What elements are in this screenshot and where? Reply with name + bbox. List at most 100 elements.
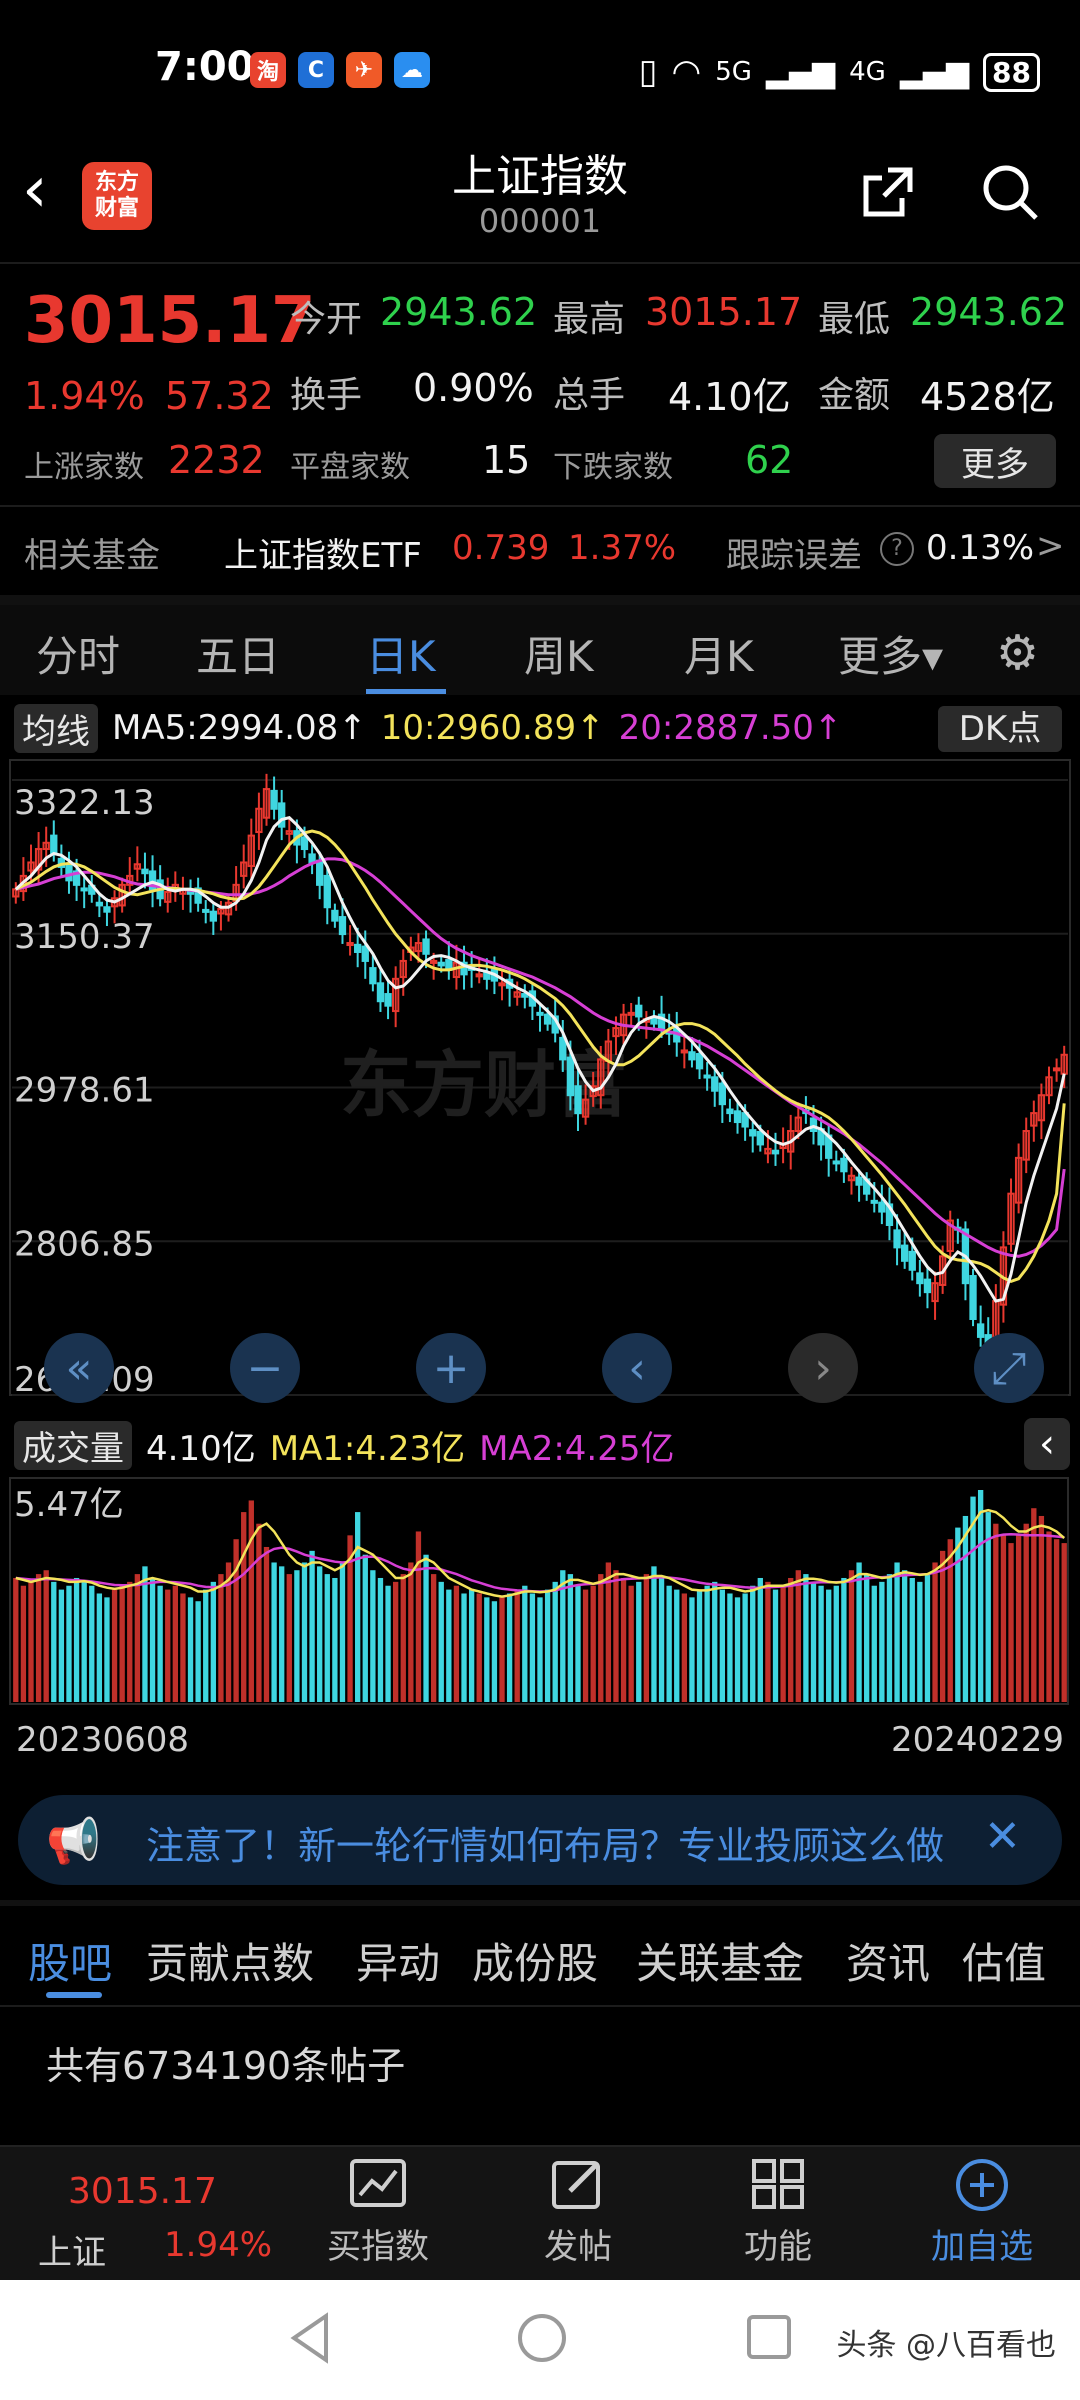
candle <box>917 1273 922 1283</box>
volume-legend: 成交量 4.10亿 MA1:4.23亿 MA2:4.25亿 <box>14 1420 674 1470</box>
fullscreen-icon[interactable]: ⤢ <box>974 1333 1044 1403</box>
tab-movement[interactable]: 异动 <box>356 1930 440 1991</box>
tab-valuation[interactable]: 估值 <box>962 1930 1046 1991</box>
post-count: 共有6734190条帖子 <box>46 2035 405 2090</box>
notification-icons: 淘 C ✈ ☁ <box>250 52 430 88</box>
tracking-error-value: 0.13% <box>926 528 1034 568</box>
buy-index-button[interactable]: 买指数 <box>318 2157 438 2268</box>
scroll-left-fast-icon[interactable]: « <box>44 1333 114 1403</box>
volume-bar <box>894 1562 899 1702</box>
candle <box>271 791 276 809</box>
volume-bar <box>165 1590 170 1702</box>
candle <box>841 1159 846 1172</box>
post-button[interactable]: 发帖 <box>518 2157 638 2268</box>
volume-bar <box>325 1574 330 1702</box>
taobao-icon: 淘 <box>250 52 286 88</box>
candle <box>560 1038 565 1059</box>
home-nav-icon[interactable] <box>514 2310 570 2370</box>
zoom-out-icon[interactable]: − <box>230 1333 300 1403</box>
tab-contribution[interactable]: 贡献点数 <box>146 1930 314 1991</box>
volume-bar <box>82 1582 87 1702</box>
volume-bar <box>431 1574 436 1702</box>
related-fund-row[interactable]: 相关基金 上证指数ETF 0.739 1.37% 跟踪误差 ? 0.13% > <box>0 510 1080 595</box>
help-icon[interactable]: ? <box>880 532 914 566</box>
volume-bar <box>142 1566 147 1702</box>
volume-bar <box>545 1590 550 1702</box>
volume-bar <box>271 1562 276 1702</box>
volume-bar <box>294 1570 299 1702</box>
tab-intraday[interactable]: 分时 <box>36 623 120 684</box>
tab-monthly-k[interactable]: 月K <box>684 623 754 684</box>
volume-bar <box>727 1593 732 1702</box>
tracking-error-label: 跟踪误差 <box>726 528 862 577</box>
more-button[interactable]: 更多 <box>934 434 1056 488</box>
current-price: 3015.17 <box>24 284 316 358</box>
candle <box>439 963 444 966</box>
volume-bar <box>340 1562 345 1702</box>
volume-bar <box>1062 1543 1067 1702</box>
volume-bar <box>97 1593 102 1702</box>
candle <box>325 876 330 907</box>
scroll-left-icon[interactable]: ‹ <box>602 1333 672 1403</box>
volume-bar <box>21 1586 26 1702</box>
bottom-index-pct: 1.94% <box>164 2225 272 2265</box>
fund-name: 上证指数ETF <box>224 528 422 577</box>
volume-bar <box>89 1586 94 1702</box>
close-icon[interactable]: ✕ <box>984 1811 1021 1862</box>
down-count: 62 <box>745 438 793 482</box>
volume-bar <box>256 1524 261 1702</box>
search-icon[interactable] <box>978 160 1042 224</box>
volume-selector[interactable]: 成交量 <box>14 1421 132 1470</box>
volume-bar <box>674 1590 679 1702</box>
volume-bar <box>575 1586 580 1702</box>
settings-gear-icon[interactable]: ⚙ <box>996 625 1039 681</box>
system-navigation-bar: 头条 @八百看也 <box>0 2280 1080 2400</box>
volume-bar <box>28 1582 33 1702</box>
tab-news[interactable]: 资讯 <box>846 1930 930 1991</box>
volume-bar <box>264 1547 269 1702</box>
volume-bar <box>44 1570 49 1702</box>
volume-bar <box>484 1597 489 1702</box>
volume-bar <box>682 1593 687 1702</box>
add-watchlist-button[interactable]: 加自选 <box>912 2157 1052 2268</box>
volume-bar <box>492 1601 497 1702</box>
volume-bar <box>910 1578 915 1702</box>
recents-nav-icon[interactable] <box>744 2312 794 2366</box>
volume-bar <box>522 1586 527 1702</box>
volume-bar <box>157 1586 162 1702</box>
tab-five-day[interactable]: 五日 <box>196 623 280 684</box>
notice-banner[interactable]: 📢 注意了！新一轮行情如何布局？专业投顾这么做 ✕ <box>18 1795 1062 1885</box>
volume-bar <box>803 1574 808 1702</box>
notice-text: 注意了！新一轮行情如何布局？专业投顾这么做 <box>146 1815 976 1870</box>
tab-forum[interactable]: 股吧 <box>28 1930 112 1991</box>
functions-label: 功能 <box>718 2219 838 2268</box>
tab-more[interactable]: 更多▾ <box>838 623 943 684</box>
volume-bar <box>697 1590 702 1702</box>
volume-chart[interactable]: 5.47亿 <box>0 1470 1080 1710</box>
back-nav-icon[interactable] <box>286 2310 336 2370</box>
tab-daily-k[interactable]: 日K <box>366 623 436 684</box>
volume-value: 4.10亿 <box>668 366 791 421</box>
volume-bar <box>13 1578 18 1702</box>
zoom-in-icon[interactable]: + <box>416 1333 486 1403</box>
open-value: 2943.62 <box>380 290 537 334</box>
volume-bar <box>849 1570 854 1702</box>
candle <box>347 943 352 945</box>
functions-button[interactable]: 功能 <box>718 2157 838 2268</box>
section-tabs: 股吧 贡献点数 异动 成份股 关联基金 资讯 估值 <box>0 1910 1080 2005</box>
volume-bar <box>203 1590 208 1702</box>
tab-constituents[interactable]: 成份股 <box>472 1930 598 1991</box>
share-icon[interactable] <box>858 162 914 218</box>
volume-bar <box>568 1574 573 1702</box>
scroll-right-icon[interactable]: › <box>788 1333 858 1403</box>
tab-weekly-k[interactable]: 周K <box>524 623 594 684</box>
x-axis-end: 20240229 <box>891 1720 1064 1760</box>
candle <box>720 1084 725 1105</box>
volume-bar <box>408 1562 413 1702</box>
collapse-panel-icon[interactable]: ‹ <box>1024 1418 1070 1470</box>
volume-bar <box>553 1582 558 1702</box>
volume-bar <box>218 1574 223 1702</box>
volume-bar <box>963 1516 968 1702</box>
tab-related-funds[interactable]: 关联基金 <box>636 1930 804 1991</box>
